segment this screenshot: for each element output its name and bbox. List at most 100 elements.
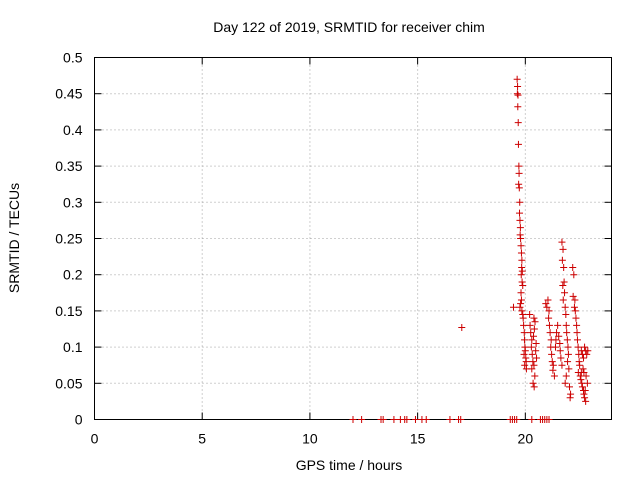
- data-point: [516, 198, 524, 206]
- data-point: [411, 416, 419, 423]
- data-point: [516, 303, 524, 311]
- data-point: [550, 372, 558, 380]
- data-point: [560, 278, 568, 286]
- data-point: [518, 256, 526, 264]
- data-point: [559, 282, 567, 290]
- y-tick-label: 0.15: [55, 303, 82, 319]
- data-point: [403, 416, 411, 423]
- data-point: [520, 336, 528, 344]
- data-point: [514, 119, 522, 127]
- data-point: [530, 361, 538, 369]
- data-point: [573, 336, 581, 344]
- data-point: [562, 372, 570, 380]
- data-point: [521, 347, 529, 355]
- data-point: [520, 321, 528, 329]
- data-point: [579, 354, 587, 362]
- data-point: [517, 271, 525, 279]
- data-point: [517, 300, 525, 308]
- data-point: [564, 358, 572, 366]
- data-point: [562, 311, 570, 319]
- data-point: [545, 314, 553, 322]
- data-point: [517, 289, 525, 297]
- data-point: [422, 416, 430, 423]
- data-point: [533, 354, 541, 362]
- data-point: [446, 416, 454, 423]
- data-point: [517, 249, 525, 257]
- data-point: [529, 379, 537, 387]
- data-point: [516, 224, 524, 232]
- x-tick-label: 15: [410, 431, 426, 447]
- data-point: [530, 332, 538, 340]
- data-point: [579, 365, 587, 373]
- data-point: [545, 321, 553, 329]
- data-point: [571, 307, 579, 315]
- data-point: [552, 336, 560, 344]
- data-point: [518, 307, 526, 315]
- data-point: [516, 209, 524, 217]
- data-point: [560, 263, 568, 271]
- data-point: [563, 336, 571, 344]
- data-point: [513, 75, 521, 83]
- data-point: [518, 278, 526, 286]
- data-point: [519, 314, 527, 322]
- data-point: [578, 383, 586, 391]
- data-point: [572, 314, 580, 322]
- data-point: [513, 90, 521, 98]
- data-point: [530, 314, 538, 322]
- data-point: [580, 390, 588, 398]
- data-point: [545, 416, 553, 423]
- data-point: [573, 321, 581, 329]
- data-point: [528, 416, 536, 423]
- data-point: [517, 296, 525, 304]
- data-point: [556, 347, 564, 355]
- data-point: [514, 140, 522, 148]
- data-point: [582, 397, 590, 405]
- data-point: [573, 329, 581, 337]
- data-point: [516, 216, 524, 224]
- data-point: [513, 416, 521, 423]
- data-point: [518, 267, 526, 275]
- data-point: [581, 343, 589, 351]
- data-point: [577, 376, 585, 384]
- data-point: [582, 372, 590, 380]
- data-point: [581, 387, 589, 395]
- data-point: [528, 365, 536, 373]
- data-point: [570, 303, 578, 311]
- data-point: [569, 292, 577, 300]
- data-point: [569, 263, 577, 271]
- data-point: [458, 324, 466, 332]
- x-tick-label: 20: [518, 431, 534, 447]
- data-point: [520, 350, 528, 358]
- data-point: [522, 358, 530, 366]
- data-point: [561, 303, 569, 311]
- x-tick-label: 10: [302, 431, 318, 447]
- data-point: [457, 416, 465, 423]
- data-point: [576, 361, 584, 369]
- data-point: [563, 329, 571, 337]
- data-point: [517, 242, 525, 250]
- data-point: [584, 347, 592, 355]
- data-point: [558, 238, 566, 246]
- data-point: [519, 282, 527, 290]
- x-tick-label: 5: [198, 431, 206, 447]
- y-tick-label: 0: [75, 412, 83, 428]
- data-point: [528, 336, 536, 344]
- y-tick-label: 0.35: [55, 158, 82, 174]
- data-point: [559, 296, 567, 304]
- data-point: [581, 394, 589, 402]
- x-axis-label: GPS time / hours: [296, 457, 403, 473]
- data-point: [349, 416, 357, 423]
- data-point: [528, 350, 536, 358]
- data-point: [561, 289, 569, 297]
- data-point: [543, 303, 551, 311]
- chart-title: Day 122 of 2019, SRMTID for receiver chi…: [213, 19, 485, 35]
- data-point: [559, 245, 567, 253]
- data-point: [558, 361, 566, 369]
- data-point: [532, 347, 540, 355]
- data-point: [548, 358, 556, 366]
- x-tick-label: 0: [91, 431, 99, 447]
- data-point: [564, 350, 572, 358]
- data-point: [531, 372, 539, 380]
- y-tick-label: 0.2: [63, 267, 83, 283]
- data-point: [514, 91, 522, 99]
